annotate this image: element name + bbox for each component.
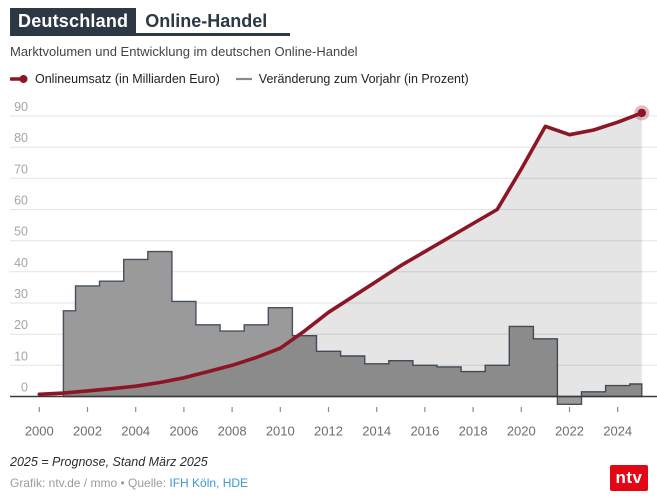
x-axis-label: 2002 [73,424,102,439]
source-links[interactable]: IFH Köln, HDE [169,476,249,490]
x-axis-label: 2012 [314,424,343,439]
chart-subtitle: Marktvolumen und Entwicklung im deutsche… [10,44,358,59]
ntv-logo: ntv [610,465,648,491]
y-axis-label: 80 [14,131,28,145]
x-axis-label: 2014 [362,424,391,439]
x-axis-label: 2000 [25,424,54,439]
credit-prefix: Grafik: ntv.de / mmo • Quelle: [10,476,170,490]
y-axis-label: 10 [14,349,28,363]
y-axis-label: 0 [21,381,28,395]
y-axis-label: 40 [14,256,28,270]
title-highlight: Deutschland [10,8,137,33]
y-axis-label: 20 [14,318,28,332]
x-axis-label: 2004 [121,424,150,439]
x-axis-label: 2024 [603,424,632,439]
y-axis-label: 70 [14,162,28,176]
x-axis-label: 2018 [459,424,488,439]
revenue-area-fill [39,112,642,397]
line-legend-icon [235,77,252,81]
change-step-area [62,250,643,405]
footnote: 2025 = Prognose, Stand März 2025 [10,455,208,469]
x-axis-label: 2016 [410,424,439,439]
chart-legend: Onlineumsatz (in Milliarden Euro) Veränd… [10,72,469,86]
legend-item-change: Veränderung zum Vorjahr (in Prozent) [235,72,469,86]
x-axis-label: 2006 [169,424,198,439]
legend-label-change: Veränderung zum Vorjahr (in Prozent) [258,72,469,86]
line-dot-legend-icon [10,75,28,83]
chart-svg: 2000 2002 2004 2006 2008 2010 2012 2014 2016 2018… [10,100,657,439]
title-rest: Online-Handel [145,11,268,31]
revenue-line [37,111,644,397]
y-axis-label: 60 [14,194,28,208]
page-title: Deutschland Online-Handel [10,8,290,36]
credit-line: Grafik: ntv.de / mmo • Quelle: IFH Köln,… [10,476,248,490]
x-axis-label: 2010 [266,424,295,439]
y-axis-label: 50 [14,225,28,239]
legend-item-revenue: Onlineumsatz (in Milliarden Euro) [10,72,220,86]
x-axis-label: 2008 [218,424,247,439]
legend-label-revenue: Onlineumsatz (in Milliarden Euro) [35,72,220,86]
end-dot [637,108,646,118]
y-axis-label: 30 [14,287,28,301]
x-axis-label: 2020 [507,424,536,439]
y-axis-label: 90 [14,100,28,114]
x-axis-label: 2022 [555,424,584,439]
chart-area: 2000 2002 2004 2006 2008 2010 2012 2014 2016 2018… [0,100,657,440]
